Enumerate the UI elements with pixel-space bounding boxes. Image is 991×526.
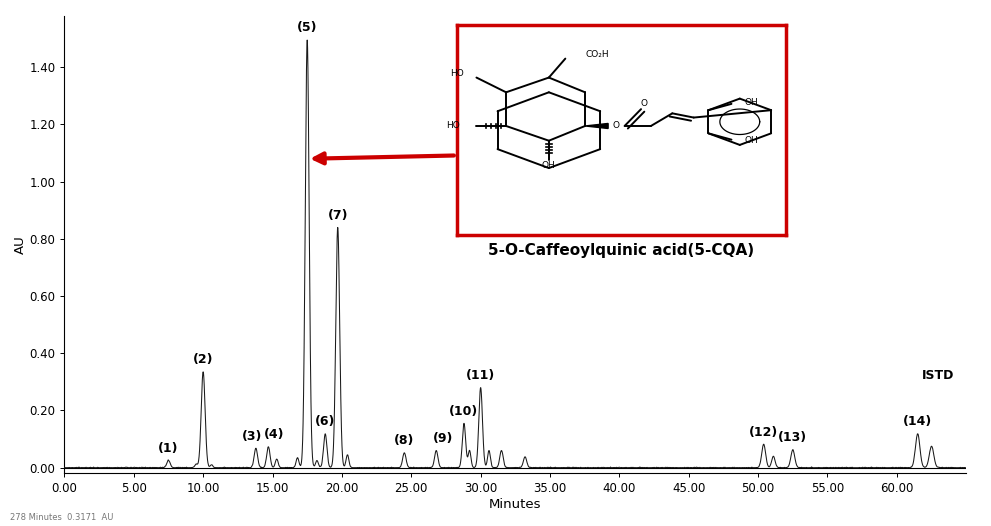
Text: (4): (4) bbox=[264, 428, 284, 441]
X-axis label: Minutes: Minutes bbox=[490, 498, 541, 511]
Text: (14): (14) bbox=[903, 415, 933, 428]
Text: 278 Minutes  0.3171  AU: 278 Minutes 0.3171 AU bbox=[10, 513, 113, 522]
Text: (7): (7) bbox=[327, 209, 348, 222]
Text: OH: OH bbox=[542, 161, 556, 170]
Text: (6): (6) bbox=[315, 415, 335, 428]
Polygon shape bbox=[585, 124, 608, 128]
Text: (11): (11) bbox=[466, 369, 496, 382]
Text: (13): (13) bbox=[778, 431, 808, 444]
Text: (10): (10) bbox=[449, 404, 479, 418]
Text: 5-O-Caffeoylquinic acid(5-CQA): 5-O-Caffeoylquinic acid(5-CQA) bbox=[489, 243, 754, 258]
Text: (1): (1) bbox=[159, 442, 178, 455]
Text: HO: HO bbox=[450, 69, 464, 78]
Text: (2): (2) bbox=[193, 353, 213, 366]
Text: HO: HO bbox=[447, 122, 460, 130]
Text: OH: OH bbox=[744, 136, 758, 145]
Text: O: O bbox=[641, 99, 648, 108]
Y-axis label: AU: AU bbox=[14, 235, 27, 254]
Text: (3): (3) bbox=[242, 430, 262, 442]
Text: (12): (12) bbox=[749, 426, 778, 439]
Text: ISTD: ISTD bbox=[923, 369, 954, 382]
Text: OH: OH bbox=[744, 98, 758, 107]
Text: (5): (5) bbox=[297, 22, 317, 34]
Text: CO₂H: CO₂H bbox=[585, 50, 608, 59]
Text: (9): (9) bbox=[433, 432, 453, 445]
Text: (8): (8) bbox=[394, 434, 414, 447]
Text: O: O bbox=[612, 122, 619, 130]
